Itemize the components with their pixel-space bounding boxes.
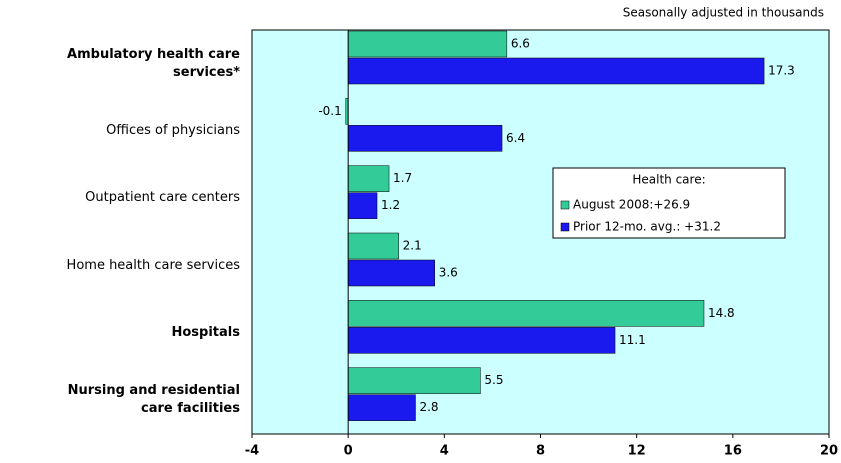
value-label: -0.1 [318, 104, 341, 118]
value-label: 6.6 [511, 37, 530, 51]
value-label: 1.7 [393, 171, 412, 185]
bar [347, 192, 378, 219]
x-tick-label: -4 [245, 444, 259, 459]
category-label: Outpatient care centers [85, 190, 240, 206]
value-label: 1.2 [381, 198, 400, 212]
legend-swatch [560, 222, 570, 232]
bar [347, 327, 616, 354]
x-tick-label: 0 [344, 444, 353, 459]
value-label: 3.6 [439, 266, 458, 280]
value-label: 6.4 [506, 131, 525, 145]
value-label: 2.8 [419, 400, 438, 414]
category-label: Home health care services [66, 257, 240, 273]
x-tick-label: 8 [536, 444, 545, 459]
bar [347, 259, 435, 287]
value-label: 5.5 [484, 373, 503, 387]
legend-swatch [560, 200, 570, 210]
value-label: 11.1 [619, 333, 646, 347]
x-tick-label: 20 [820, 444, 838, 459]
legend-label: Prior 12-mo. avg.: +31.2 [573, 220, 721, 234]
x-tick-label: 16 [724, 444, 742, 459]
value-label: 17.3 [768, 64, 795, 78]
bar [347, 394, 416, 421]
category-label: Hospitals [171, 325, 241, 340]
x-tick-label: 4 [440, 444, 449, 459]
x-tick-label: 12 [628, 444, 646, 459]
bar [347, 30, 508, 58]
subtitle: Seasonally adjusted in thousands [623, 6, 824, 20]
category-label: Offices of physicians [106, 123, 240, 138]
category-label: Nursing and residential care facilities [67, 383, 240, 417]
bar [347, 125, 503, 152]
value-label: 2.1 [403, 239, 422, 253]
value-label: 14.8 [708, 306, 735, 320]
bar [347, 367, 481, 394]
legend-title: Health care: [632, 173, 705, 187]
category-label: Ambulatory health care services* [67, 46, 240, 80]
bar [347, 57, 765, 85]
bar [347, 300, 705, 327]
legend-label: August 2008:+26.9 [573, 198, 690, 212]
bar [347, 232, 399, 260]
legend-box [552, 167, 786, 239]
bar [347, 165, 390, 192]
